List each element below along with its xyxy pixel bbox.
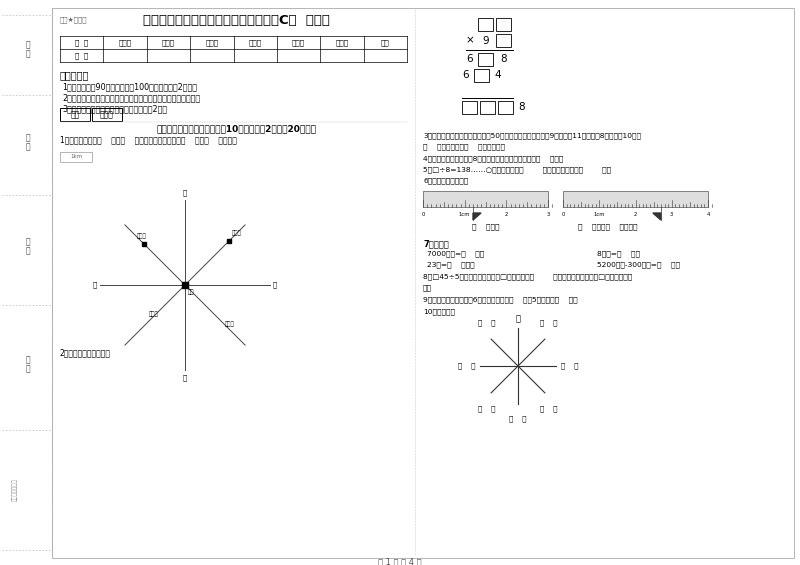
Text: 3: 3 [670, 212, 674, 217]
Text: 1km: 1km [70, 154, 82, 159]
Bar [60, 108, 90, 121]
Text: 东: 东 [273, 282, 278, 288]
Text: 第 1 页 共 4 页: 第 1 页 共 4 页 [378, 557, 422, 565]
Text: 一、用心思考，正确填空（共10小题，每题2分，共20分）。: 一、用心思考，正确填空（共10小题，每题2分，共20分）。 [157, 124, 317, 133]
Text: 3、体育老师对第一小组同学进行50米跑测试，成绩如下小红9秒，小丽11秒，小明8秒，小军10秒。: 3、体育老师对第一小组同学进行50米跑测试，成绩如下小红9秒，小丽11秒，小明8… [423, 132, 641, 138]
Text: 4: 4 [494, 71, 501, 80]
Text: 8: 8 [518, 102, 525, 112]
Text: （    ）: （ ） [478, 406, 496, 412]
Text: （    ）跑得最快，（    ）跑得最慢。: （ ）跑得最快，（ ）跑得最慢。 [423, 143, 505, 150]
Text: 6: 6 [462, 71, 470, 80]
Text: 姓: 姓 [26, 133, 30, 142]
Text: 北: 北 [183, 189, 187, 196]
Text: 级: 级 [26, 246, 30, 255]
Text: 23吨=（    ）千克: 23吨=（ ）千克 [427, 261, 474, 268]
Text: 班: 班 [26, 237, 30, 246]
Text: 学: 学 [26, 355, 30, 364]
Text: 10、填一填。: 10、填一填。 [423, 308, 455, 315]
Text: 4: 4 [706, 212, 710, 217]
Text: 评卷人: 评卷人 [100, 110, 114, 119]
Text: 8: 8 [500, 54, 507, 64]
Text: 8、□45÷5，要使商是两位数，□里最大可填（        ）；要使商是三位数，□里最小应填（: 8、□45÷5，要使商是两位数，□里最大可填（ ）；要使商是三位数，□里最小应填… [423, 273, 632, 280]
Text: 1、小红家在学校（    ）方（    ）米处；小明家在学校（    ）方（    ）米处。: 1、小红家在学校（ ）方（ ）米处；小明家在学校（ ）方（ ）米处。 [60, 135, 237, 144]
Text: 1cm: 1cm [594, 212, 605, 217]
Text: （    ）: （ ） [540, 320, 558, 327]
Text: 应用题: 应用题 [335, 39, 349, 46]
Text: 小红家: 小红家 [137, 233, 147, 239]
Text: 判断题: 判断题 [206, 39, 218, 46]
Bar [496, 34, 511, 47]
Text: 6: 6 [466, 54, 474, 64]
Text: （    ）: （ ） [540, 406, 558, 412]
Text: 小红路: 小红路 [149, 311, 158, 316]
Text: 7、换算。: 7、换算。 [423, 239, 449, 248]
Text: 9、把一根绳子平均分成6份，每份是它的（    ），5份是它的（    ）。: 9、把一根绳子平均分成6份，每份是它的（ ），5份是它的（ ）。 [423, 296, 578, 303]
Text: 1、考试时间：90分钟，满分为100分（含卷面分2分）。: 1、考试时间：90分钟，满分为100分（含卷面分2分）。 [62, 82, 197, 91]
Bar [478, 18, 493, 31]
Bar [60, 152, 92, 162]
Text: 得  分: 得 分 [75, 52, 88, 59]
Text: （    ）毫米: （ ）毫米 [472, 223, 499, 229]
Text: 校: 校 [26, 364, 30, 373]
Text: 号: 号 [26, 50, 30, 59]
Text: 2、请首先按要求在试卷的指定位置填写您的姓名、班级、学号。: 2、请首先按要求在试卷的指定位置填写您的姓名、班级、学号。 [62, 93, 200, 102]
Bar [462, 101, 477, 114]
Text: 小明家: 小明家 [232, 231, 242, 236]
Polygon shape [473, 213, 481, 220]
Bar [423, 191, 548, 207]
Text: 得分: 得分 [70, 110, 80, 119]
Text: 总分: 总分 [381, 39, 390, 46]
Bar [480, 101, 495, 114]
Text: ×: × [466, 36, 474, 46]
Text: （    ）: （ ） [478, 320, 496, 327]
Text: 5200千克-300千克=（    ）吨: 5200千克-300千克=（ ）吨 [597, 261, 680, 268]
Text: 2: 2 [634, 212, 637, 217]
Text: 学: 学 [26, 41, 30, 50]
Text: （    ）厘米（    ）毫米。: （ ）厘米（ ）毫米。 [578, 223, 638, 229]
Text: 小军家: 小军家 [225, 321, 234, 327]
Text: 选择题: 选择题 [162, 39, 175, 46]
Text: 北: 北 [515, 314, 521, 323]
Text: 8千克=（    ）克: 8千克=（ ）克 [597, 250, 640, 257]
Text: （    ）: （ ） [458, 363, 475, 370]
Text: 综合题: 综合题 [292, 39, 305, 46]
Polygon shape [653, 213, 661, 220]
Text: 9: 9 [482, 36, 489, 46]
Bar [563, 191, 708, 207]
Text: 装订线（请勿）: 装订线（请勿） [12, 479, 18, 501]
Text: ）。: ）。 [423, 284, 432, 290]
Bar [478, 53, 493, 66]
Text: （    ）: （ ） [510, 416, 526, 422]
Text: 2、在里填上适当的数。: 2、在里填上适当的数。 [60, 348, 111, 357]
Text: 4、小明从一楼到三楼用8秒，照这样他从一楼到五楼用（    ）秒。: 4、小明从一楼到三楼用8秒，照这样他从一楼到五楼用（ ）秒。 [423, 155, 563, 162]
Text: 0: 0 [422, 212, 425, 217]
Text: 名: 名 [26, 142, 30, 151]
Text: 6、量出钉子的长度。: 6、量出钉子的长度。 [423, 177, 468, 184]
Text: （    ）: （ ） [561, 363, 578, 370]
Text: 7000千克=（    ）吨: 7000千克=（ ）吨 [427, 250, 484, 257]
Text: 计算题: 计算题 [249, 39, 262, 46]
Text: 3: 3 [546, 212, 550, 217]
Text: 西: 西 [93, 282, 97, 288]
Bar [474, 69, 489, 82]
Bar [496, 18, 511, 31]
Text: 学校: 学校 [188, 289, 194, 294]
Text: 考试须知：: 考试须知： [60, 70, 90, 80]
Bar [92, 108, 122, 121]
Text: 南: 南 [183, 374, 187, 381]
Text: 2: 2 [505, 212, 508, 217]
Text: 0: 0 [562, 212, 565, 217]
Text: 1cm: 1cm [459, 212, 470, 217]
Text: 趣题★自用图: 趣题★自用图 [60, 16, 87, 23]
Text: 5、□÷8=138……○，余数最大填（        ），这时被除数是（        ）。: 5、□÷8=138……○，余数最大填（ ），这时被除数是（ ）。 [423, 166, 611, 173]
Text: 填空题: 填空题 [118, 39, 132, 46]
Text: 人教版三年级数学下学期过关检测试卷C卷  附答案: 人教版三年级数学下学期过关检测试卷C卷 附答案 [143, 14, 330, 27]
Text: 3、不要在试卷上乱写乱画，卷面不整洁扣2分。: 3、不要在试卷上乱写乱画，卷面不整洁扣2分。 [62, 104, 167, 113]
Text: 题  号: 题 号 [75, 39, 88, 46]
Bar [498, 101, 513, 114]
